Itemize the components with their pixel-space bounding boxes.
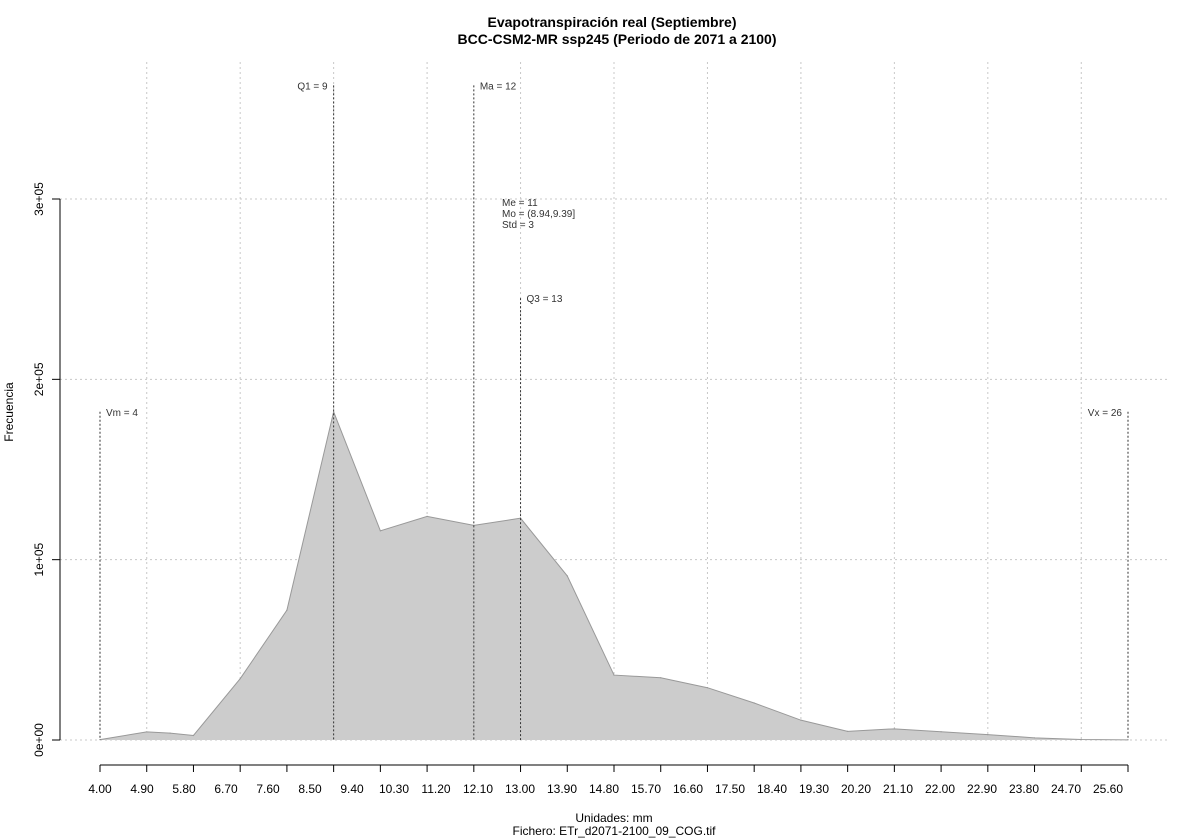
x-tick-label: 22.90 bbox=[967, 782, 997, 796]
data-point bbox=[1033, 737, 1036, 739]
data-point bbox=[613, 674, 615, 676]
annotations: Vm = 4 Q1 = 9 Ma = 12 Q3 = 13 Vx = 26 bbox=[99, 81, 1129, 740]
x-tick-label: 11.20 bbox=[421, 782, 450, 796]
data-point bbox=[893, 728, 895, 730]
annotation-label: Ma = 12 bbox=[480, 81, 517, 92]
x-tick-label: 24.70 bbox=[1051, 782, 1081, 796]
x-tick-label: 25.60 bbox=[1093, 782, 1123, 796]
chart-title: Evapotranspiración real (Septiembre) bbox=[488, 14, 737, 30]
data-point bbox=[847, 730, 849, 732]
y-axis-label: Frecuencia bbox=[2, 382, 16, 442]
x-tick-label: 7.60 bbox=[256, 782, 280, 796]
x-axis-label: Unidades: mm bbox=[575, 811, 652, 825]
area-fill bbox=[100, 411, 1128, 740]
annotation-label: Q1 = 9 bbox=[297, 81, 328, 92]
data-point bbox=[1080, 738, 1082, 741]
data-point bbox=[660, 677, 662, 679]
x-tick-label: 21.10 bbox=[883, 782, 913, 796]
data-point bbox=[169, 732, 171, 734]
stats-std: Std = 3 bbox=[502, 220, 534, 231]
x-tick-label: 13.00 bbox=[505, 782, 535, 796]
data-point bbox=[987, 733, 989, 736]
x-tick-label: 12.10 bbox=[463, 782, 493, 796]
y-tick-label: 0e+00 bbox=[32, 723, 46, 757]
x-tick-label: 20.20 bbox=[841, 782, 871, 796]
x-tick-label: 10.30 bbox=[379, 782, 409, 796]
data-point bbox=[146, 731, 148, 733]
x-tick-label: 13.90 bbox=[547, 782, 577, 796]
x-tick-label: 4.90 bbox=[130, 782, 154, 796]
y-tick-label: 1e+05 bbox=[32, 542, 46, 576]
y-tick-label: 2e+05 bbox=[32, 362, 46, 396]
area-outline bbox=[99, 410, 1129, 741]
x-tick-label: 22.00 bbox=[925, 782, 955, 796]
grid-lines bbox=[60, 62, 1170, 741]
data-point bbox=[286, 609, 288, 611]
axes: 0e+00 1e+05 2e+05 3e+05 4.00 4.90 5.80 6.70 7.60… bbox=[32, 182, 1129, 796]
x-tick-label: 5.80 bbox=[172, 782, 196, 796]
x-tick-label: 14.80 bbox=[589, 782, 619, 796]
x-tick-label: 17.50 bbox=[715, 782, 745, 796]
data-point bbox=[99, 739, 101, 741]
data-point bbox=[566, 575, 568, 577]
data-point bbox=[940, 731, 942, 733]
data-point bbox=[800, 719, 802, 721]
x-tick-label: 15.70 bbox=[631, 782, 661, 796]
annotation-label: Vx = 26 bbox=[1088, 408, 1123, 419]
x-tick-label: 19.30 bbox=[799, 782, 829, 796]
data-point bbox=[426, 515, 428, 517]
data-point bbox=[192, 734, 195, 737]
x-tick-label: 9.40 bbox=[340, 782, 364, 796]
x-tick-label: 6.70 bbox=[214, 782, 238, 796]
data-point bbox=[706, 687, 709, 689]
y-tick-label: 3e+05 bbox=[32, 182, 46, 216]
x-tick-label: 23.80 bbox=[1009, 782, 1039, 796]
x-tick-label: 16.60 bbox=[673, 782, 703, 796]
data-point bbox=[753, 702, 755, 704]
data-point bbox=[379, 530, 381, 532]
area-series bbox=[99, 410, 1129, 741]
x-tick-label: 8.50 bbox=[298, 782, 322, 796]
stats-mean: Me = 11 bbox=[502, 198, 538, 209]
x-tick-label: 18.40 bbox=[757, 782, 787, 796]
data-point bbox=[333, 411, 335, 413]
stats-mode: Mo = (8.94,9.39] bbox=[502, 209, 575, 220]
file-caption: Fichero: ETr_d2071-2100_09_COG.tif bbox=[513, 824, 717, 838]
chart-subtitle: BCC-CSM2-MR ssp245 (Periodo de 2071 a 21… bbox=[458, 31, 777, 47]
x-tick-label: 4.00 bbox=[88, 782, 112, 796]
annotation-label: Q3 = 13 bbox=[527, 294, 563, 305]
annotation-label: Vm = 4 bbox=[106, 408, 138, 419]
data-point bbox=[239, 678, 241, 680]
